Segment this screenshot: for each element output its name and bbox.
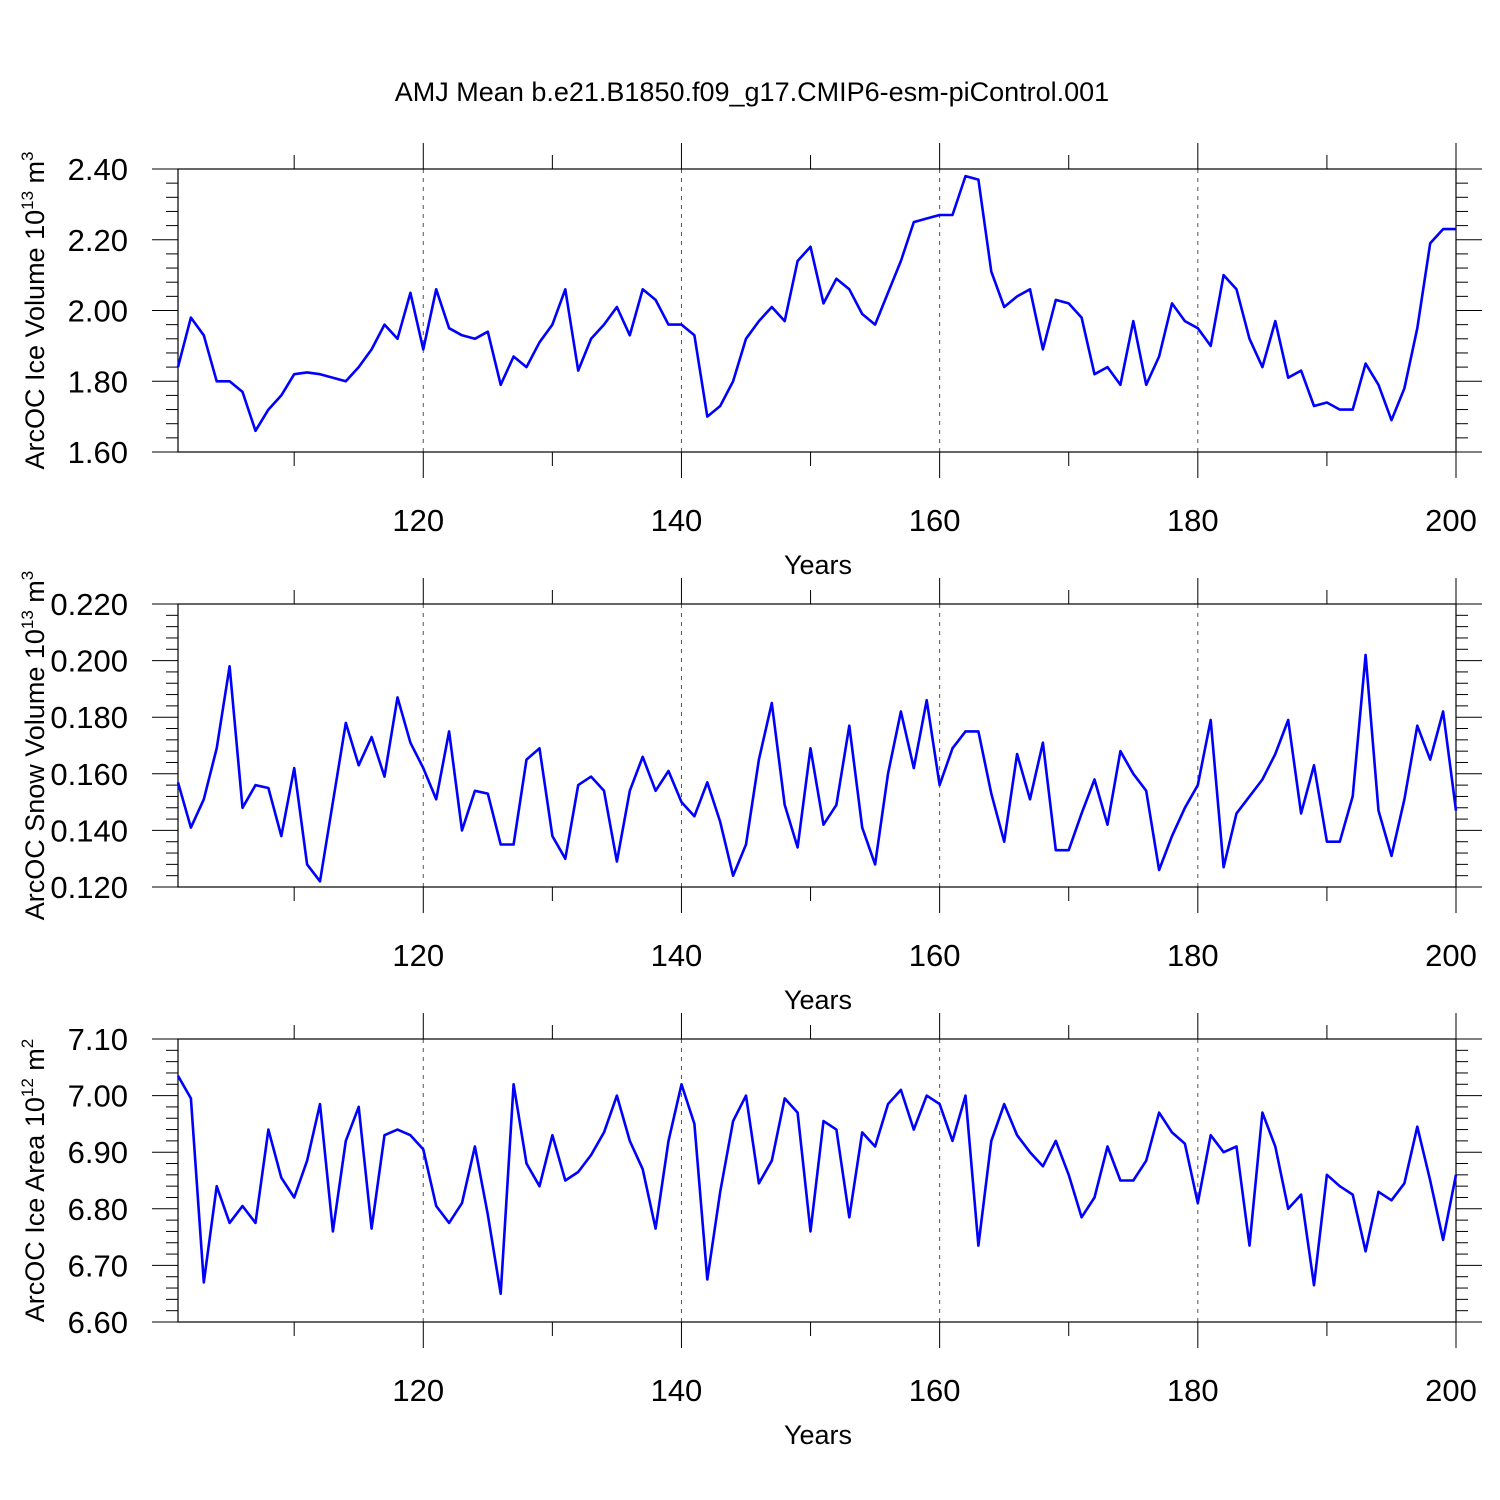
plot-frame xyxy=(177,603,1457,888)
series-line xyxy=(176,653,1458,883)
x-axis-label: Years xyxy=(784,1420,852,1450)
y-axis-label-exponent: 13 xyxy=(18,191,37,210)
y-axis-label-unit-exponent: 2 xyxy=(18,1039,37,1048)
y-tick-label: 6.90 xyxy=(68,1135,128,1170)
x-tick-label: 140 xyxy=(651,1373,703,1408)
y-tick-label: 1.60 xyxy=(68,435,128,470)
y-axis-label-unit: m xyxy=(20,1048,50,1078)
y-tick-label: 0.160 xyxy=(50,757,128,792)
x-tick-label: 200 xyxy=(1425,503,1477,538)
y-tick-label: 6.70 xyxy=(68,1248,128,1283)
x-tick-label: 120 xyxy=(392,503,444,538)
y-tick-label: 2.40 xyxy=(68,152,128,187)
y-axis-label-exponent: 12 xyxy=(18,1078,37,1097)
y-axis-label-unit-exponent: 3 xyxy=(18,571,37,580)
series-line xyxy=(176,174,1456,433)
x-tick-label: 200 xyxy=(1425,1373,1477,1408)
panel-3: 6.60 6.70 6.80 6.90 7.00 7.10 120 140 160 180 200 Y… xyxy=(18,1013,1482,1450)
y-tick-label: 0.220 xyxy=(50,587,128,622)
x-tick-label: 160 xyxy=(909,1373,961,1408)
x-tick-label: 140 xyxy=(651,503,703,538)
y-axis-label-unit: m xyxy=(20,161,50,191)
x-tick-label: 180 xyxy=(1167,503,1219,538)
y-tick-label: 0.120 xyxy=(50,870,128,905)
chart-title: AMJ Mean b.e21.B1850.f09_g17.CMIP6-esm-p… xyxy=(395,77,1109,107)
panel-1: 1.60 1.80 2.00 2.20 2.40 120 140 160 180 200 Years… xyxy=(18,143,1482,580)
y-tick-label: 0.140 xyxy=(50,813,128,848)
y-tick-label: 0.200 xyxy=(50,644,128,679)
y-axis-label: ArcOC Snow Volume 1013 m3 xyxy=(18,571,50,921)
y-axis-label-exponent: 13 xyxy=(18,610,37,629)
x-tick-label: 180 xyxy=(1167,938,1219,973)
x-axis-label: Years xyxy=(784,985,852,1015)
y-axis-label-unit: m xyxy=(20,580,50,610)
x-tick-label: 160 xyxy=(909,503,961,538)
y-tick-label: 1.80 xyxy=(68,364,128,399)
x-tick-label: 160 xyxy=(909,938,961,973)
y-tick-label: 2.20 xyxy=(68,223,128,258)
x-tick-label: 200 xyxy=(1425,938,1477,973)
x-tick-label: 180 xyxy=(1167,1373,1219,1408)
x-tick-label: 120 xyxy=(392,1373,444,1408)
panel-2: 0.120 0.140 0.160 0.180 0.200 0.220 120 140 160 1… xyxy=(18,571,1482,1015)
y-axis-label: ArcOC Ice Volume 1013 m3 xyxy=(18,151,50,469)
x-axis-label: Years xyxy=(784,550,852,580)
y-tick-label: 2.00 xyxy=(68,294,128,329)
plot-frame xyxy=(177,168,1457,453)
y-axis-label-main: ArcOC Ice Volume 10 xyxy=(20,210,50,470)
y-tick-label: 7.10 xyxy=(68,1022,128,1057)
x-tick-label: 140 xyxy=(651,938,703,973)
y-tick-label: 7.00 xyxy=(68,1079,128,1114)
series-line xyxy=(176,1075,1458,1295)
x-tick-label: 120 xyxy=(392,938,444,973)
y-axis-label-unit-exponent: 3 xyxy=(18,151,37,160)
y-axis-label-main: ArcOC Snow Volume 10 xyxy=(20,629,50,920)
y-tick-label: 6.60 xyxy=(68,1305,128,1340)
panels: 1.60 1.80 2.00 2.20 2.40 120 140 160 180 200 Years… xyxy=(18,143,1482,1450)
y-axis-label: ArcOC Ice Area 1012 m2 xyxy=(18,1039,50,1323)
y-tick-label: 0.180 xyxy=(50,700,128,735)
y-tick-label: 6.80 xyxy=(68,1192,128,1227)
y-axis-label-main: ArcOC Ice Area 10 xyxy=(20,1097,50,1322)
